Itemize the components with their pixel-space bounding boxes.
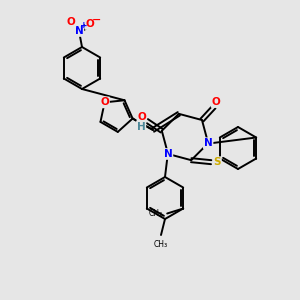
Text: S: S xyxy=(214,157,221,167)
Text: O: O xyxy=(85,19,94,29)
Text: O: O xyxy=(67,17,75,27)
Text: CH₃: CH₃ xyxy=(149,209,163,218)
Text: H: H xyxy=(136,122,146,132)
Text: CH₃: CH₃ xyxy=(154,240,168,249)
Text: N: N xyxy=(75,26,83,36)
Text: +: + xyxy=(80,22,88,31)
Text: −: − xyxy=(92,15,102,25)
Text: O: O xyxy=(137,112,146,122)
Text: N: N xyxy=(204,138,213,148)
Text: O: O xyxy=(100,98,109,107)
Text: O: O xyxy=(212,97,220,107)
Text: N: N xyxy=(164,149,172,159)
